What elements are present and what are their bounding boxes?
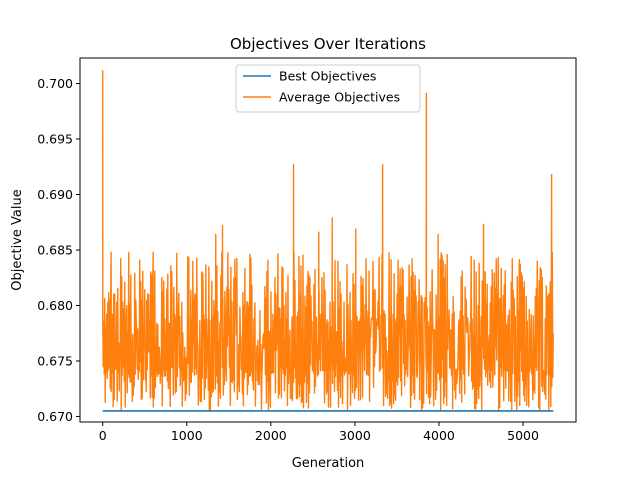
y-tick-label: 0.695	[37, 132, 73, 147]
x-tick-label: 4000	[423, 428, 455, 443]
series-line-average-objectives	[102, 70, 554, 412]
y-tick-label: 0.680	[37, 298, 73, 313]
y-axis: 0.670 0.675 0.680 0.685 0.690 0.695 0.700	[37, 76, 80, 424]
legend-label: Best Objectives	[279, 69, 376, 84]
legend: Best Objectives Average Objectives	[235, 64, 421, 113]
x-tick-label: 2000	[255, 428, 287, 443]
x-tick-label: 3000	[339, 428, 371, 443]
x-tick-label: 1000	[171, 428, 203, 443]
legend-box	[235, 64, 421, 113]
y-tick-label: 0.690	[37, 187, 73, 202]
x-axis: 0 1000 2000 3000 4000 5000	[99, 422, 539, 443]
chart-title: Objectives Over Iterations	[230, 35, 426, 53]
x-tick-label: 0	[99, 428, 107, 443]
legend-label: Average Objectives	[279, 90, 400, 105]
y-axis-label: Objective Value	[10, 189, 25, 290]
plot-area	[102, 70, 554, 412]
plot-frame	[79, 57, 577, 423]
x-axis-label: Generation	[292, 456, 365, 471]
y-tick-label: 0.700	[37, 76, 73, 91]
y-tick-label: 0.670	[37, 409, 73, 424]
y-tick-label: 0.685	[37, 242, 73, 257]
x-tick-label: 5000	[507, 428, 539, 443]
y-tick-label: 0.675	[37, 353, 73, 368]
